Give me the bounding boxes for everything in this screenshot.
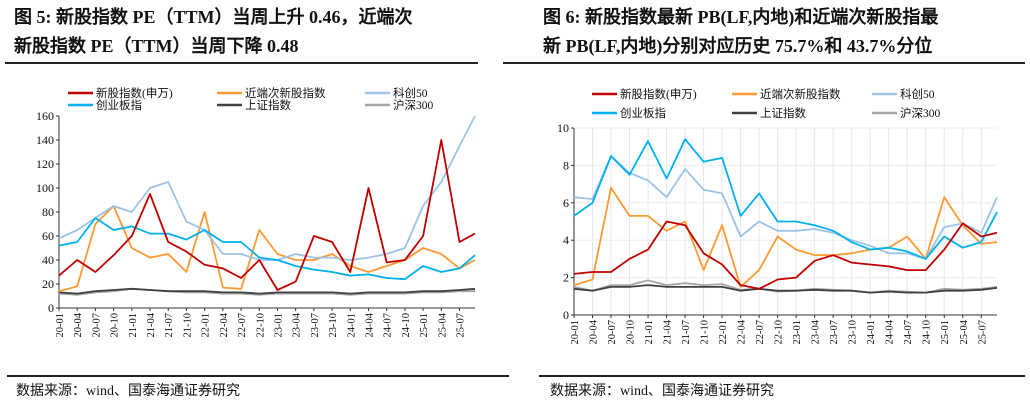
x-tick-label: 23-01 xyxy=(792,320,803,345)
x-tick-label: 20-04 xyxy=(73,312,84,337)
legend-label: 近端次新股指数 xyxy=(245,86,326,100)
legend-label: 新股指数(申万) xyxy=(96,86,173,100)
series-line-3 xyxy=(573,138,998,260)
title-divider xyxy=(503,62,1025,64)
x-tick-label: 22-10 xyxy=(774,320,785,345)
x-tick-label: 21-04 xyxy=(663,319,674,344)
x-tick-label: 24-01 xyxy=(346,313,357,338)
series-line-0 xyxy=(58,139,476,291)
y-tick-label: 120 xyxy=(36,157,54,171)
x-tick-label: 21-07 xyxy=(681,320,692,345)
x-tick-label: 23-04 xyxy=(811,319,822,344)
legend-label: 科创50 xyxy=(900,87,935,101)
chart-2: 0 2 4 6 8 10 20-01 20-04 20-07 20-10 21-01 21-04 21-… xyxy=(557,87,998,345)
x-tick-label: 22-01 xyxy=(201,313,212,338)
x-tick-label: 23-10 xyxy=(328,313,339,338)
x-tick-label: 22-04 xyxy=(219,312,230,337)
x-tick-label: 20-07 xyxy=(91,313,102,338)
y-tick-label: 160 xyxy=(36,109,54,123)
legend-label: 上证指数 xyxy=(760,106,806,120)
x-tick-label: 22-07 xyxy=(755,320,766,345)
x-tick-label: 23-10 xyxy=(848,320,859,345)
x-tick-label: 25-04 xyxy=(437,312,448,337)
x-tick-label: 21-01 xyxy=(128,313,139,338)
legend-label: 沪深300 xyxy=(393,98,433,112)
x-tick-label: 22-10 xyxy=(255,313,266,338)
chart-1: 0 20 40 60 80 100 120 140 160 20-01 20-04 20-07 20-1… xyxy=(36,86,476,338)
y-tick-label: 40 xyxy=(42,253,54,267)
footer-divider xyxy=(7,375,509,377)
x-tick-label: 20-10 xyxy=(626,320,637,345)
y-tick-label: 10 xyxy=(557,121,569,135)
x-tick-label: 23-07 xyxy=(829,320,840,345)
chart-title-left: 图 5: 新股指数 PE（TTM）当周上升 0.46，近端次 新股指数 PE（T… xyxy=(14,3,413,61)
x-tick-label: 21-07 xyxy=(164,313,175,338)
x-tick-label: 20-01 xyxy=(55,313,66,338)
y-tick-label: 60 xyxy=(42,229,54,243)
x-tick-label: 21-10 xyxy=(182,313,193,338)
x-tick-label: 20-01 xyxy=(570,320,581,345)
series-line-1 xyxy=(573,186,998,288)
legend-label: 沪深300 xyxy=(900,106,940,120)
x-tick-label: 24-04 xyxy=(364,312,375,337)
x-tick-label: 23-01 xyxy=(273,313,284,338)
x-tick-label: 20-04 xyxy=(589,319,600,344)
x-tick-label: 25-01 xyxy=(940,320,951,345)
x-tick-label: 24-10 xyxy=(401,313,412,338)
x-tick-label: 25-01 xyxy=(419,313,430,338)
x-tick-label: 25-04 xyxy=(959,319,970,344)
y-tick-label: 2 xyxy=(563,271,569,285)
y-tick-label: 80 xyxy=(42,205,54,219)
y-tick-label: 0 xyxy=(563,308,569,322)
x-tick-label: 25-07 xyxy=(977,320,988,345)
legend-label: 近端次新股指数 xyxy=(760,87,841,101)
x-tick-label: 24-10 xyxy=(922,320,933,345)
x-tick-label: 24-04 xyxy=(885,319,896,344)
legend-label: 创业板指 xyxy=(96,98,142,112)
y-tick-label: 0 xyxy=(48,301,54,315)
x-tick-label: 25-07 xyxy=(456,313,467,338)
x-tick-label: 21-01 xyxy=(644,320,655,345)
series-line-0 xyxy=(573,220,998,290)
legend-label: 上证指数 xyxy=(245,98,291,112)
y-tick-label: 8 xyxy=(563,158,569,172)
title-line: 新股指数 PE（TTM）当周下降 0.48 xyxy=(14,36,299,56)
x-tick-label: 21-10 xyxy=(700,320,711,345)
chart-title-right: 图 6: 新股指数最新 PB(LF,内地)和近端次新股指最 新 PB(LF,内地… xyxy=(543,3,938,61)
series-line-1 xyxy=(58,205,476,293)
x-tick-label: 20-07 xyxy=(607,320,618,345)
x-tick-label: 22-07 xyxy=(237,313,248,338)
series-line-2 xyxy=(58,115,476,261)
legend-label: 新股指数(申万) xyxy=(620,87,697,101)
footer-divider xyxy=(539,375,1025,377)
source-note-right: 数据来源：wind、国泰海通证券研究 xyxy=(550,384,774,399)
series-line-4 xyxy=(58,287,476,295)
y-tick-label: 6 xyxy=(563,196,569,210)
x-tick-label: 22-04 xyxy=(737,319,748,344)
x-tick-label: 24-01 xyxy=(866,320,877,345)
series-line-4 xyxy=(573,284,998,294)
legend-label: 科创50 xyxy=(393,86,428,100)
y-tick-label: 140 xyxy=(36,133,54,147)
x-tick-label: 21-04 xyxy=(146,312,157,337)
x-tick-label: 24-07 xyxy=(383,313,394,338)
y-tick-label: 20 xyxy=(42,277,54,291)
title-line: 图 6: 新股指数最新 PB(LF,内地)和近端次新股指最 xyxy=(543,7,939,27)
y-tick-label: 100 xyxy=(36,181,54,195)
title-line: 图 5: 新股指数 PE（TTM）当周上升 0.46，近端次 xyxy=(14,7,413,27)
series-line-2 xyxy=(573,155,998,260)
title-divider xyxy=(5,62,478,64)
legend-label: 创业板指 xyxy=(620,106,666,120)
x-tick-label: 23-07 xyxy=(310,313,321,338)
x-tick-label: 24-07 xyxy=(903,320,914,345)
title-line: 新 PB(LF,内地)分别对应历史 75.7%和 43.7%分位 xyxy=(543,36,933,56)
y-tick-label: 4 xyxy=(563,233,569,247)
x-tick-label: 20-10 xyxy=(110,313,121,338)
series-line-3 xyxy=(58,217,476,281)
x-tick-label: 22-01 xyxy=(718,320,729,345)
x-tick-label: 23-04 xyxy=(292,312,303,337)
source-note-left: 数据来源：wind、国泰海通证券研究 xyxy=(16,384,240,399)
